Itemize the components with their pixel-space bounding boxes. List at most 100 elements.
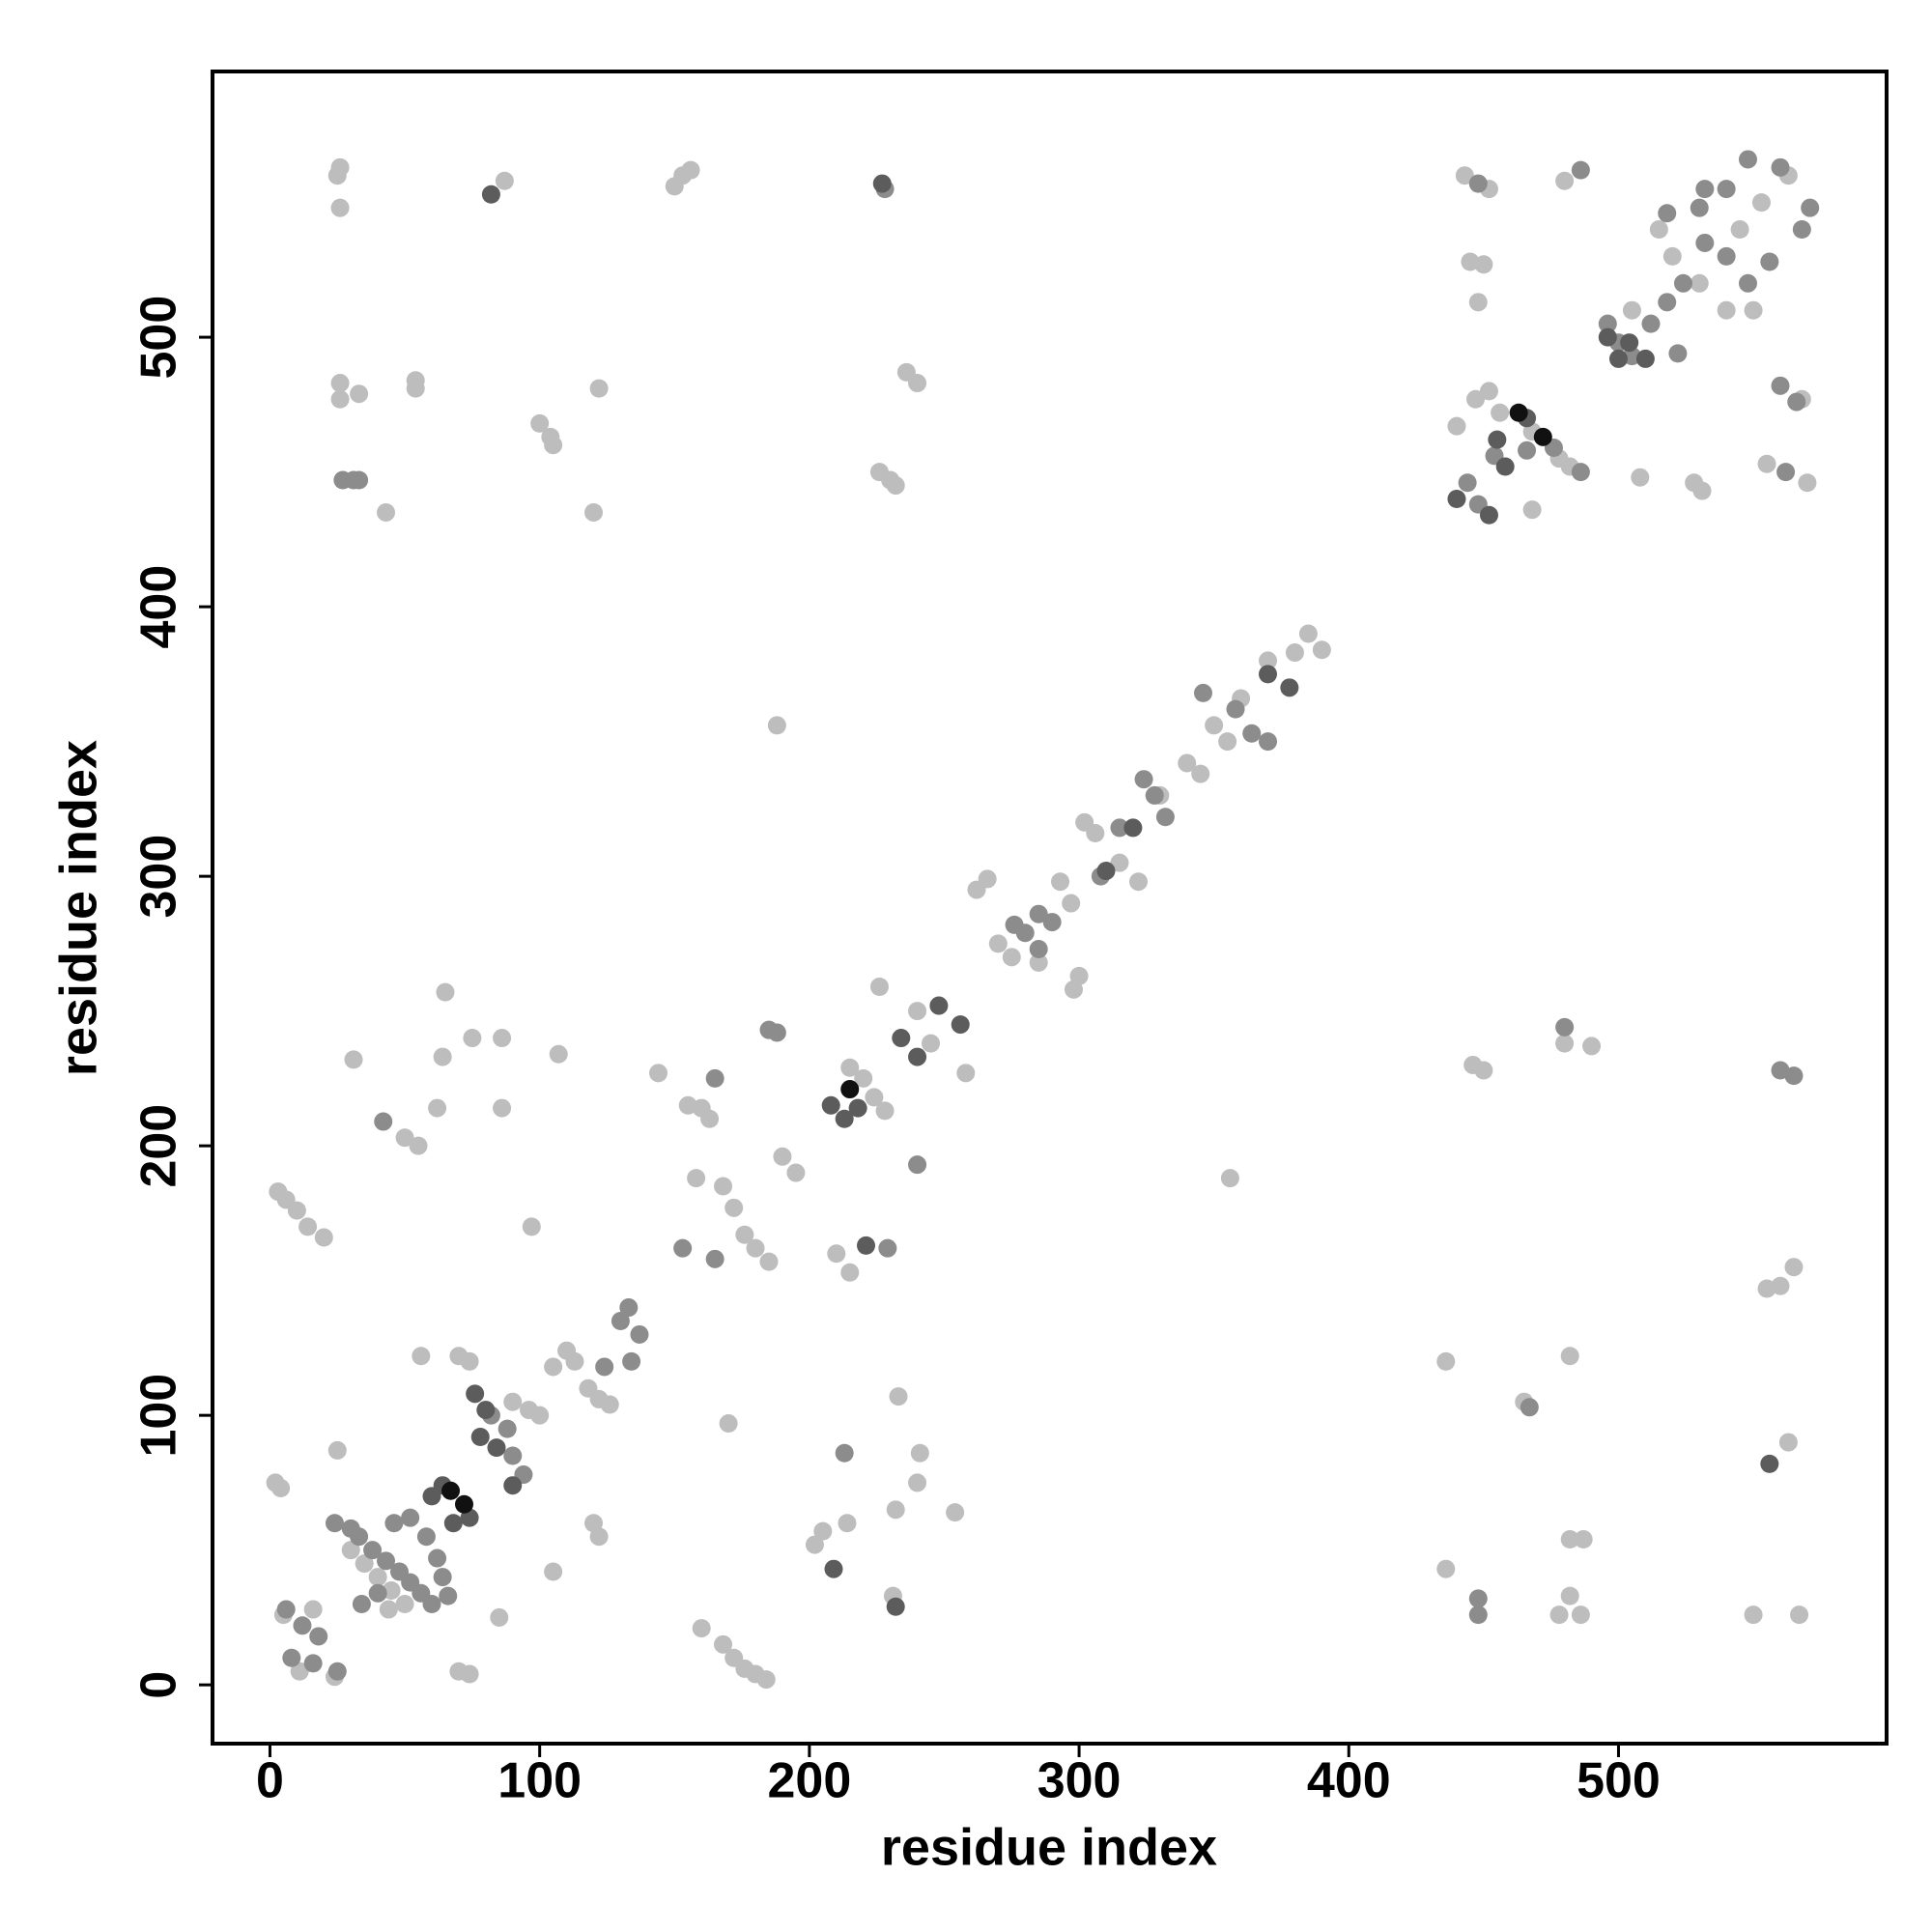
point (436, 982, 455, 1002)
x-axis-label: residue index (881, 1818, 1217, 1876)
point (1690, 198, 1709, 217)
point (503, 1476, 523, 1495)
point (1086, 823, 1105, 842)
point (1760, 1454, 1779, 1473)
point (497, 1419, 517, 1438)
point (854, 1068, 873, 1088)
point (714, 1177, 733, 1196)
point (481, 185, 500, 204)
point (1620, 333, 1639, 353)
point (439, 1586, 458, 1605)
point (1555, 171, 1575, 190)
point (1468, 293, 1488, 312)
point (344, 1050, 363, 1069)
point (875, 1101, 895, 1121)
y-tick-label: 300 (131, 835, 187, 919)
point (384, 1514, 404, 1533)
point (835, 1109, 854, 1128)
point (929, 996, 949, 1015)
point (1771, 157, 1790, 177)
point (1474, 1061, 1493, 1080)
point (350, 384, 369, 404)
x-tick-label: 0 (256, 1753, 284, 1809)
point (352, 1594, 371, 1613)
point (838, 1514, 857, 1533)
point (271, 1478, 291, 1497)
point (767, 1023, 786, 1042)
point (487, 1438, 506, 1458)
point (549, 1044, 568, 1064)
x-tick-label: 100 (497, 1753, 582, 1809)
point (1598, 327, 1617, 347)
point (1015, 923, 1035, 943)
point (1205, 716, 1224, 735)
point (1792, 220, 1811, 240)
point (1662, 246, 1682, 266)
point (422, 1594, 441, 1613)
point (988, 934, 1008, 953)
point (544, 436, 563, 455)
point (1641, 314, 1661, 333)
point (584, 502, 604, 522)
point (1631, 468, 1650, 487)
point (1760, 252, 1779, 271)
point (908, 1155, 927, 1175)
point (600, 1395, 619, 1414)
point (589, 379, 609, 398)
point (611, 1312, 630, 1331)
point (767, 716, 786, 735)
point (1518, 440, 1537, 460)
point (1574, 1530, 1593, 1549)
point (1744, 300, 1763, 320)
point (350, 1527, 369, 1547)
point (886, 476, 905, 496)
point (886, 1597, 905, 1616)
point (330, 374, 350, 393)
point (840, 1263, 860, 1282)
point (1649, 220, 1668, 240)
point (406, 379, 425, 398)
point (956, 1064, 976, 1083)
point (951, 1015, 970, 1035)
point (1226, 699, 1245, 719)
point (1468, 1605, 1488, 1625)
point (1509, 403, 1528, 422)
point (1560, 1347, 1579, 1366)
point (1790, 1605, 1809, 1625)
point (630, 1324, 649, 1344)
point (1259, 732, 1278, 752)
point (878, 1238, 897, 1258)
point (1555, 1017, 1575, 1037)
point (327, 1662, 347, 1681)
point (303, 1600, 323, 1619)
point (363, 1541, 383, 1560)
point (595, 1357, 614, 1377)
point (325, 1514, 344, 1533)
point (805, 1535, 824, 1554)
point (773, 1147, 792, 1166)
point (889, 1387, 908, 1406)
point (1571, 1605, 1590, 1625)
point (1312, 640, 1331, 660)
point (1801, 198, 1820, 217)
point (1447, 416, 1466, 436)
point (433, 1568, 452, 1587)
point (544, 1357, 563, 1377)
point (1029, 904, 1048, 923)
point (287, 1201, 306, 1220)
point (290, 1662, 309, 1681)
y-axis-label: residue index (49, 740, 107, 1076)
point (622, 1351, 641, 1371)
point (857, 1236, 876, 1255)
point (824, 1559, 843, 1578)
y-tick-label: 100 (131, 1374, 187, 1458)
point (1582, 1037, 1602, 1056)
point (416, 1527, 436, 1547)
point (1549, 1605, 1569, 1625)
point (428, 1548, 447, 1568)
point (759, 1252, 779, 1271)
point (1110, 818, 1129, 838)
point (673, 1238, 693, 1258)
point (309, 1627, 328, 1646)
